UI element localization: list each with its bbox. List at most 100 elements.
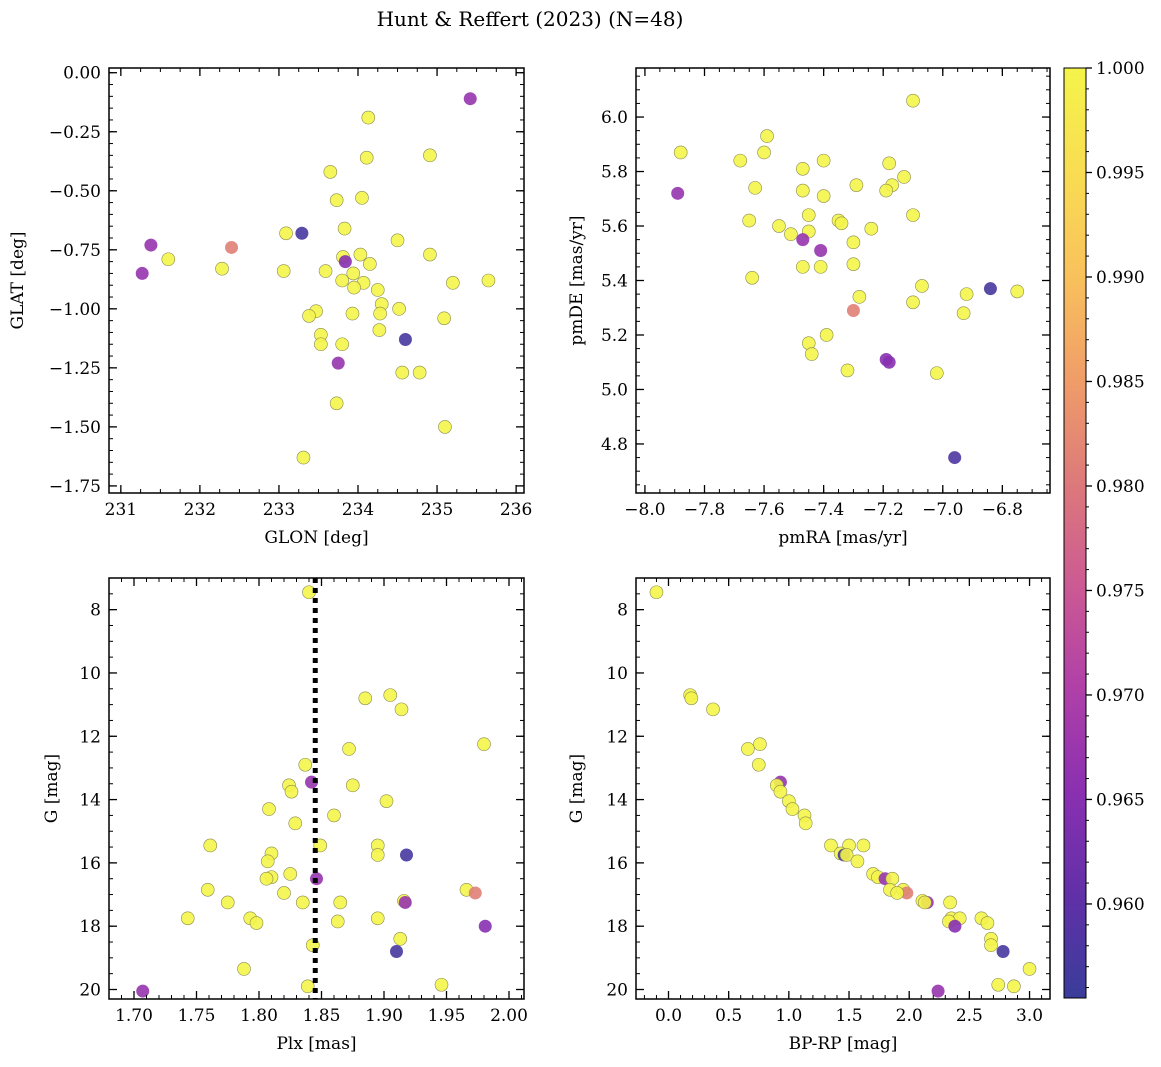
colorbar-tick-label: 0.985 bbox=[1096, 372, 1145, 392]
data-point bbox=[329, 396, 344, 411]
data-point bbox=[259, 871, 274, 886]
y-tick-label: −1.00 bbox=[49, 300, 101, 320]
data-point bbox=[931, 984, 945, 998]
y-tick-label: 4.8 bbox=[601, 435, 628, 455]
data-point bbox=[846, 303, 860, 317]
data-point bbox=[481, 273, 496, 288]
x-axis-label: pmRA [mas/yr] bbox=[778, 528, 907, 548]
x-tick-label: 1.85 bbox=[303, 1006, 341, 1026]
data-point bbox=[395, 365, 410, 380]
data-point bbox=[1007, 979, 1021, 994]
data-point bbox=[846, 235, 861, 250]
plot-area bbox=[636, 68, 1050, 493]
colorbar-ticks: 0.960 0.965 0.970 0.975 0.980 0.985 0.990 0.995… bbox=[1086, 59, 1145, 989]
panel-pmra-pmde: −8.0 −7.8 −7.6 −7.4 −7.2 −7.0 −6.8 4.8 5.0 5.2 5.4… bbox=[567, 67, 1051, 548]
data-point bbox=[355, 191, 369, 205]
data-point bbox=[318, 264, 333, 278]
data-point bbox=[773, 784, 788, 799]
data-point bbox=[323, 165, 338, 179]
data-point bbox=[347, 280, 361, 295]
data-point bbox=[801, 208, 816, 222]
y-tick-label: 16 bbox=[79, 854, 101, 874]
data-point bbox=[423, 148, 437, 163]
data-point bbox=[751, 757, 766, 772]
data-point bbox=[398, 895, 412, 909]
data-point bbox=[757, 145, 771, 160]
data-point bbox=[463, 92, 477, 106]
y-axis-label: G [mag] bbox=[567, 754, 587, 823]
data-point bbox=[372, 323, 387, 337]
x-tick-label: 2.00 bbox=[490, 1006, 528, 1026]
data-point bbox=[359, 150, 374, 165]
scatter-points bbox=[136, 585, 492, 998]
x-tick-label: 235 bbox=[421, 500, 453, 520]
x-tick-label: −7.6 bbox=[743, 500, 784, 520]
data-point bbox=[813, 260, 828, 274]
colorbar-tick-label: 0.970 bbox=[1096, 686, 1145, 706]
data-point bbox=[400, 848, 413, 862]
axes-frame bbox=[108, 67, 525, 494]
figure-title: Hunt & Reffert (2023) (N=48) bbox=[377, 7, 684, 31]
data-point bbox=[345, 778, 360, 793]
data-point bbox=[850, 854, 865, 869]
data-point bbox=[816, 189, 831, 203]
y-tick-label: 8 bbox=[90, 601, 101, 621]
colorbar-tick-label: 0.975 bbox=[1096, 581, 1145, 601]
data-point bbox=[203, 838, 218, 853]
colorbar-tick-label: 0.965 bbox=[1096, 790, 1145, 810]
y-axis-label: pmDE [mas/yr] bbox=[567, 215, 587, 345]
data-point bbox=[437, 311, 451, 326]
data-point bbox=[438, 420, 452, 434]
data-point bbox=[879, 183, 893, 198]
data-point bbox=[363, 257, 377, 271]
x-axis-label: Plx [mas] bbox=[276, 1034, 356, 1054]
data-point bbox=[748, 181, 762, 195]
data-point bbox=[237, 962, 251, 976]
data-point bbox=[412, 365, 427, 380]
data-point bbox=[804, 347, 819, 361]
y-tick-label: 18 bbox=[606, 917, 628, 937]
data-point bbox=[345, 306, 360, 321]
data-point bbox=[478, 919, 492, 933]
y-tick-label: 18 bbox=[79, 917, 101, 937]
x-tick-label: 1.70 bbox=[115, 1006, 153, 1026]
y-tick-label: 12 bbox=[79, 727, 101, 747]
y-tick-label: 12 bbox=[606, 727, 628, 747]
y-tick-label: 5.4 bbox=[601, 272, 628, 292]
plot-area bbox=[636, 578, 1050, 999]
data-point bbox=[900, 886, 914, 900]
data-point bbox=[337, 221, 352, 236]
y-tick-label: 8 bbox=[617, 601, 628, 621]
x-tick-label: −7.8 bbox=[684, 500, 725, 520]
y-tick-label: 6.0 bbox=[601, 108, 628, 128]
data-point bbox=[379, 794, 394, 808]
y-tick-label: −1.75 bbox=[49, 477, 101, 497]
data-point bbox=[283, 867, 298, 881]
x-tick-label: 232 bbox=[184, 500, 216, 520]
panel-plx-g: 1.70 1.75 1.80 1.85 1.90 1.95 2.00 8 10 12 14 16 18 2… bbox=[42, 577, 528, 1054]
data-point bbox=[392, 302, 406, 316]
data-point bbox=[335, 337, 349, 352]
data-point bbox=[785, 802, 800, 816]
data-point bbox=[760, 129, 774, 143]
x-tick-label: 236 bbox=[500, 500, 532, 520]
data-point bbox=[136, 984, 150, 998]
data-point bbox=[262, 802, 276, 816]
data-point bbox=[943, 895, 957, 910]
data-point bbox=[673, 145, 688, 160]
data-point bbox=[135, 266, 149, 280]
y-tick-label: 20 bbox=[79, 981, 101, 1001]
data-point bbox=[346, 266, 361, 281]
y-axis-label: G [mag] bbox=[42, 754, 62, 823]
data-point bbox=[468, 886, 482, 900]
x-axis-label: BP-RP [mag] bbox=[789, 1034, 898, 1054]
y-tick-label: 5.8 bbox=[601, 163, 628, 183]
y-tick-label: −1.25 bbox=[49, 359, 101, 379]
data-point bbox=[331, 356, 345, 370]
data-point bbox=[991, 977, 1006, 992]
data-point bbox=[477, 737, 491, 751]
data-point bbox=[856, 838, 871, 853]
x-tick-label: −8.0 bbox=[624, 500, 665, 520]
data-point bbox=[897, 170, 911, 184]
data-point bbox=[215, 261, 229, 276]
